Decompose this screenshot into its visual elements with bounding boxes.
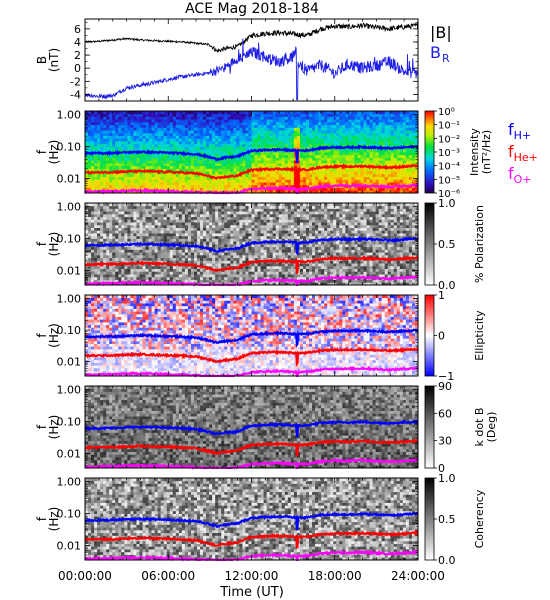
y-tick-label: 1.00	[57, 109, 82, 122]
x-tick-label: 00:00:00	[58, 569, 112, 583]
spectrogram-panel-intensity: 1.00 0.10 0.01 10⁰ 10⁻¹ 10⁻² 10⁻³ 10⁻⁴ 10⁻⁵ 10⁻⁶ I…	[57, 107, 538, 200]
colorbar-tick-label: 10⁰	[438, 107, 455, 118]
gyrofrequency-line-fhe-plus	[84, 346, 419, 368]
spectrogram-panel--polarization: 1.00 0.10 0.01 1.0 0.5 0.0 % Polarization	[57, 197, 487, 292]
colorbar-tick-label: 1	[438, 289, 445, 302]
x-tick-label: 18:00:00	[308, 569, 362, 583]
colorbar-title: Coherency	[473, 489, 486, 548]
colorbar-tick-label: 1.0	[438, 472, 456, 485]
gyrofrequency-line-fhe-plus	[84, 529, 419, 549]
colorbar-title: Ellipticity	[473, 310, 486, 361]
y-axis-unit: (nT)	[47, 48, 61, 72]
colorbar-tick-label: 10⁻⁴	[438, 162, 460, 173]
gyrofrequency-line-fh-plus	[84, 419, 419, 438]
y-tick-label: 4	[74, 36, 81, 49]
x-axis-label: Time (UT)	[219, 585, 284, 600]
colorbar-title: Intensity	[468, 128, 481, 176]
y-tick-label: 1.00	[57, 293, 82, 306]
colorbar-tick-label: 0	[438, 330, 445, 343]
y-axis-label: B	[35, 56, 49, 64]
colorbar-tick-label: 10⁻⁵	[438, 175, 460, 186]
legend-gyrofrequency: fH+	[508, 120, 531, 142]
spectrogram-panel-k-dot-b: 1.00 0.10 0.01 90 60 30 0 k dot B (Deg)	[57, 380, 499, 475]
gyrofrequency-line-fh-plus	[84, 144, 419, 164]
y-tick-label: 2	[74, 49, 81, 62]
y-tick-label: 0.10	[57, 324, 82, 337]
legend-br: BR	[430, 43, 450, 65]
y-tick-label: 1.00	[57, 384, 82, 397]
y-tick-label: 0.10	[57, 233, 82, 246]
y-tick-label: 0.01	[57, 356, 82, 369]
colorbar-tick-label: 1.0	[438, 197, 456, 210]
gyrofrequency-line-fhe-plus	[84, 255, 419, 275]
colorbar-unit: (Deg)	[485, 412, 498, 443]
y-axis-unit: (Hz)	[47, 507, 61, 532]
colorbar: 1 0 −1 Ellipticity	[424, 289, 486, 383]
colorbar-tick-label: 90	[438, 380, 452, 393]
colorbar-title: k dot B	[473, 408, 486, 447]
colorbar-tick-label: 0	[438, 462, 445, 475]
spectrogram-panel-coherency: 1.00 0.10 0.01 1.0 0.5 0.0 Coherency	[57, 472, 487, 567]
y-tick-label: 1.00	[57, 476, 82, 489]
colorbar-tick-label: 0.5	[438, 238, 456, 251]
gyrofrequency-line-fh-plus	[84, 327, 419, 348]
colorbar-tick-label: 0.0	[438, 279, 456, 292]
y-tick-label: 0	[74, 62, 81, 75]
y-axis-unit: (Hz)	[47, 415, 61, 440]
y-tick-label: 0.01	[57, 447, 82, 460]
y-tick-label: 0.01	[57, 539, 82, 552]
colorbar-unit: (nT²/Hz)	[480, 130, 493, 174]
colorbar-tick-label: 0.5	[438, 513, 456, 526]
legend-gyrofrequency: fHe+	[508, 142, 538, 164]
colorbar-title: % Polarization	[473, 205, 486, 283]
spectrogram-panel-ellipticity: 1.00 0.10 0.01 1 0 −1 Ellipticity	[57, 289, 487, 383]
x-tick-label: 24:00:00	[391, 569, 445, 583]
y-tick-label: -2	[70, 75, 81, 88]
y-tick-label: 1.00	[57, 201, 82, 214]
colorbar-tick-label: 0.0	[438, 554, 456, 567]
colorbar-tick-label: 10⁻³	[438, 148, 460, 159]
colorbar-tick-label: 10⁻⁶	[438, 189, 460, 200]
y-axis-label: f	[35, 149, 49, 154]
gyrofrequency-line-fh-plus	[84, 235, 419, 256]
gyrofrequency-line-fhe-plus	[84, 438, 419, 457]
x-tick-label: 06:00:00	[141, 569, 195, 583]
series-line-b-magnitude	[85, 22, 418, 53]
colorbar: 1.0 0.5 0.0 % Polarization	[424, 197, 486, 292]
y-tick-label: 0.01	[57, 172, 82, 185]
y-tick-label: 0.01	[57, 264, 82, 277]
legend-gyrofrequency: fO+	[508, 164, 532, 186]
y-axis-unit: (Hz)	[47, 323, 61, 348]
figure-title: ACE Mag 2018-184	[185, 1, 319, 17]
series-line-br	[85, 38, 418, 101]
colorbar-tick-label: 30	[438, 435, 452, 448]
gyrofrequency-line-fhe-plus	[84, 163, 419, 185]
colorbar: 1.0 0.5 0.0 Coherency	[424, 472, 486, 567]
colorbar: 90 60 30 0 k dot B (Deg)	[424, 380, 498, 475]
legend-b-magnitude: |B|	[430, 23, 452, 42]
colorbar-tick-label: 10⁻²	[438, 134, 460, 145]
y-tick-label: 0.10	[57, 141, 82, 154]
y-axis-label: f	[35, 241, 49, 246]
x-tick-label: 12:00:00	[225, 569, 279, 583]
y-tick-label: 0.10	[57, 508, 82, 521]
colorbar-tick-label: 10⁻¹	[438, 121, 460, 132]
y-axis-label: f	[35, 333, 49, 338]
y-tick-label: -4	[70, 88, 81, 101]
y-axis-unit: (Hz)	[47, 232, 61, 257]
colorbar-tick-label: −1	[438, 370, 454, 383]
gyrofrequency-line-fh-plus	[85, 511, 419, 531]
y-tick-label: 6	[74, 23, 81, 36]
y-axis-label: f	[35, 516, 49, 521]
y-axis-label: f	[35, 424, 49, 429]
y-tick-label: 0.10	[57, 416, 82, 429]
colorbar-tick-label: 60	[438, 407, 452, 420]
colorbar: 10⁰ 10⁻¹ 10⁻² 10⁻³ 10⁻⁴ 10⁻⁵ 10⁻⁶ Intensity (nT²…	[424, 107, 493, 200]
y-axis-unit: (Hz)	[47, 140, 61, 165]
